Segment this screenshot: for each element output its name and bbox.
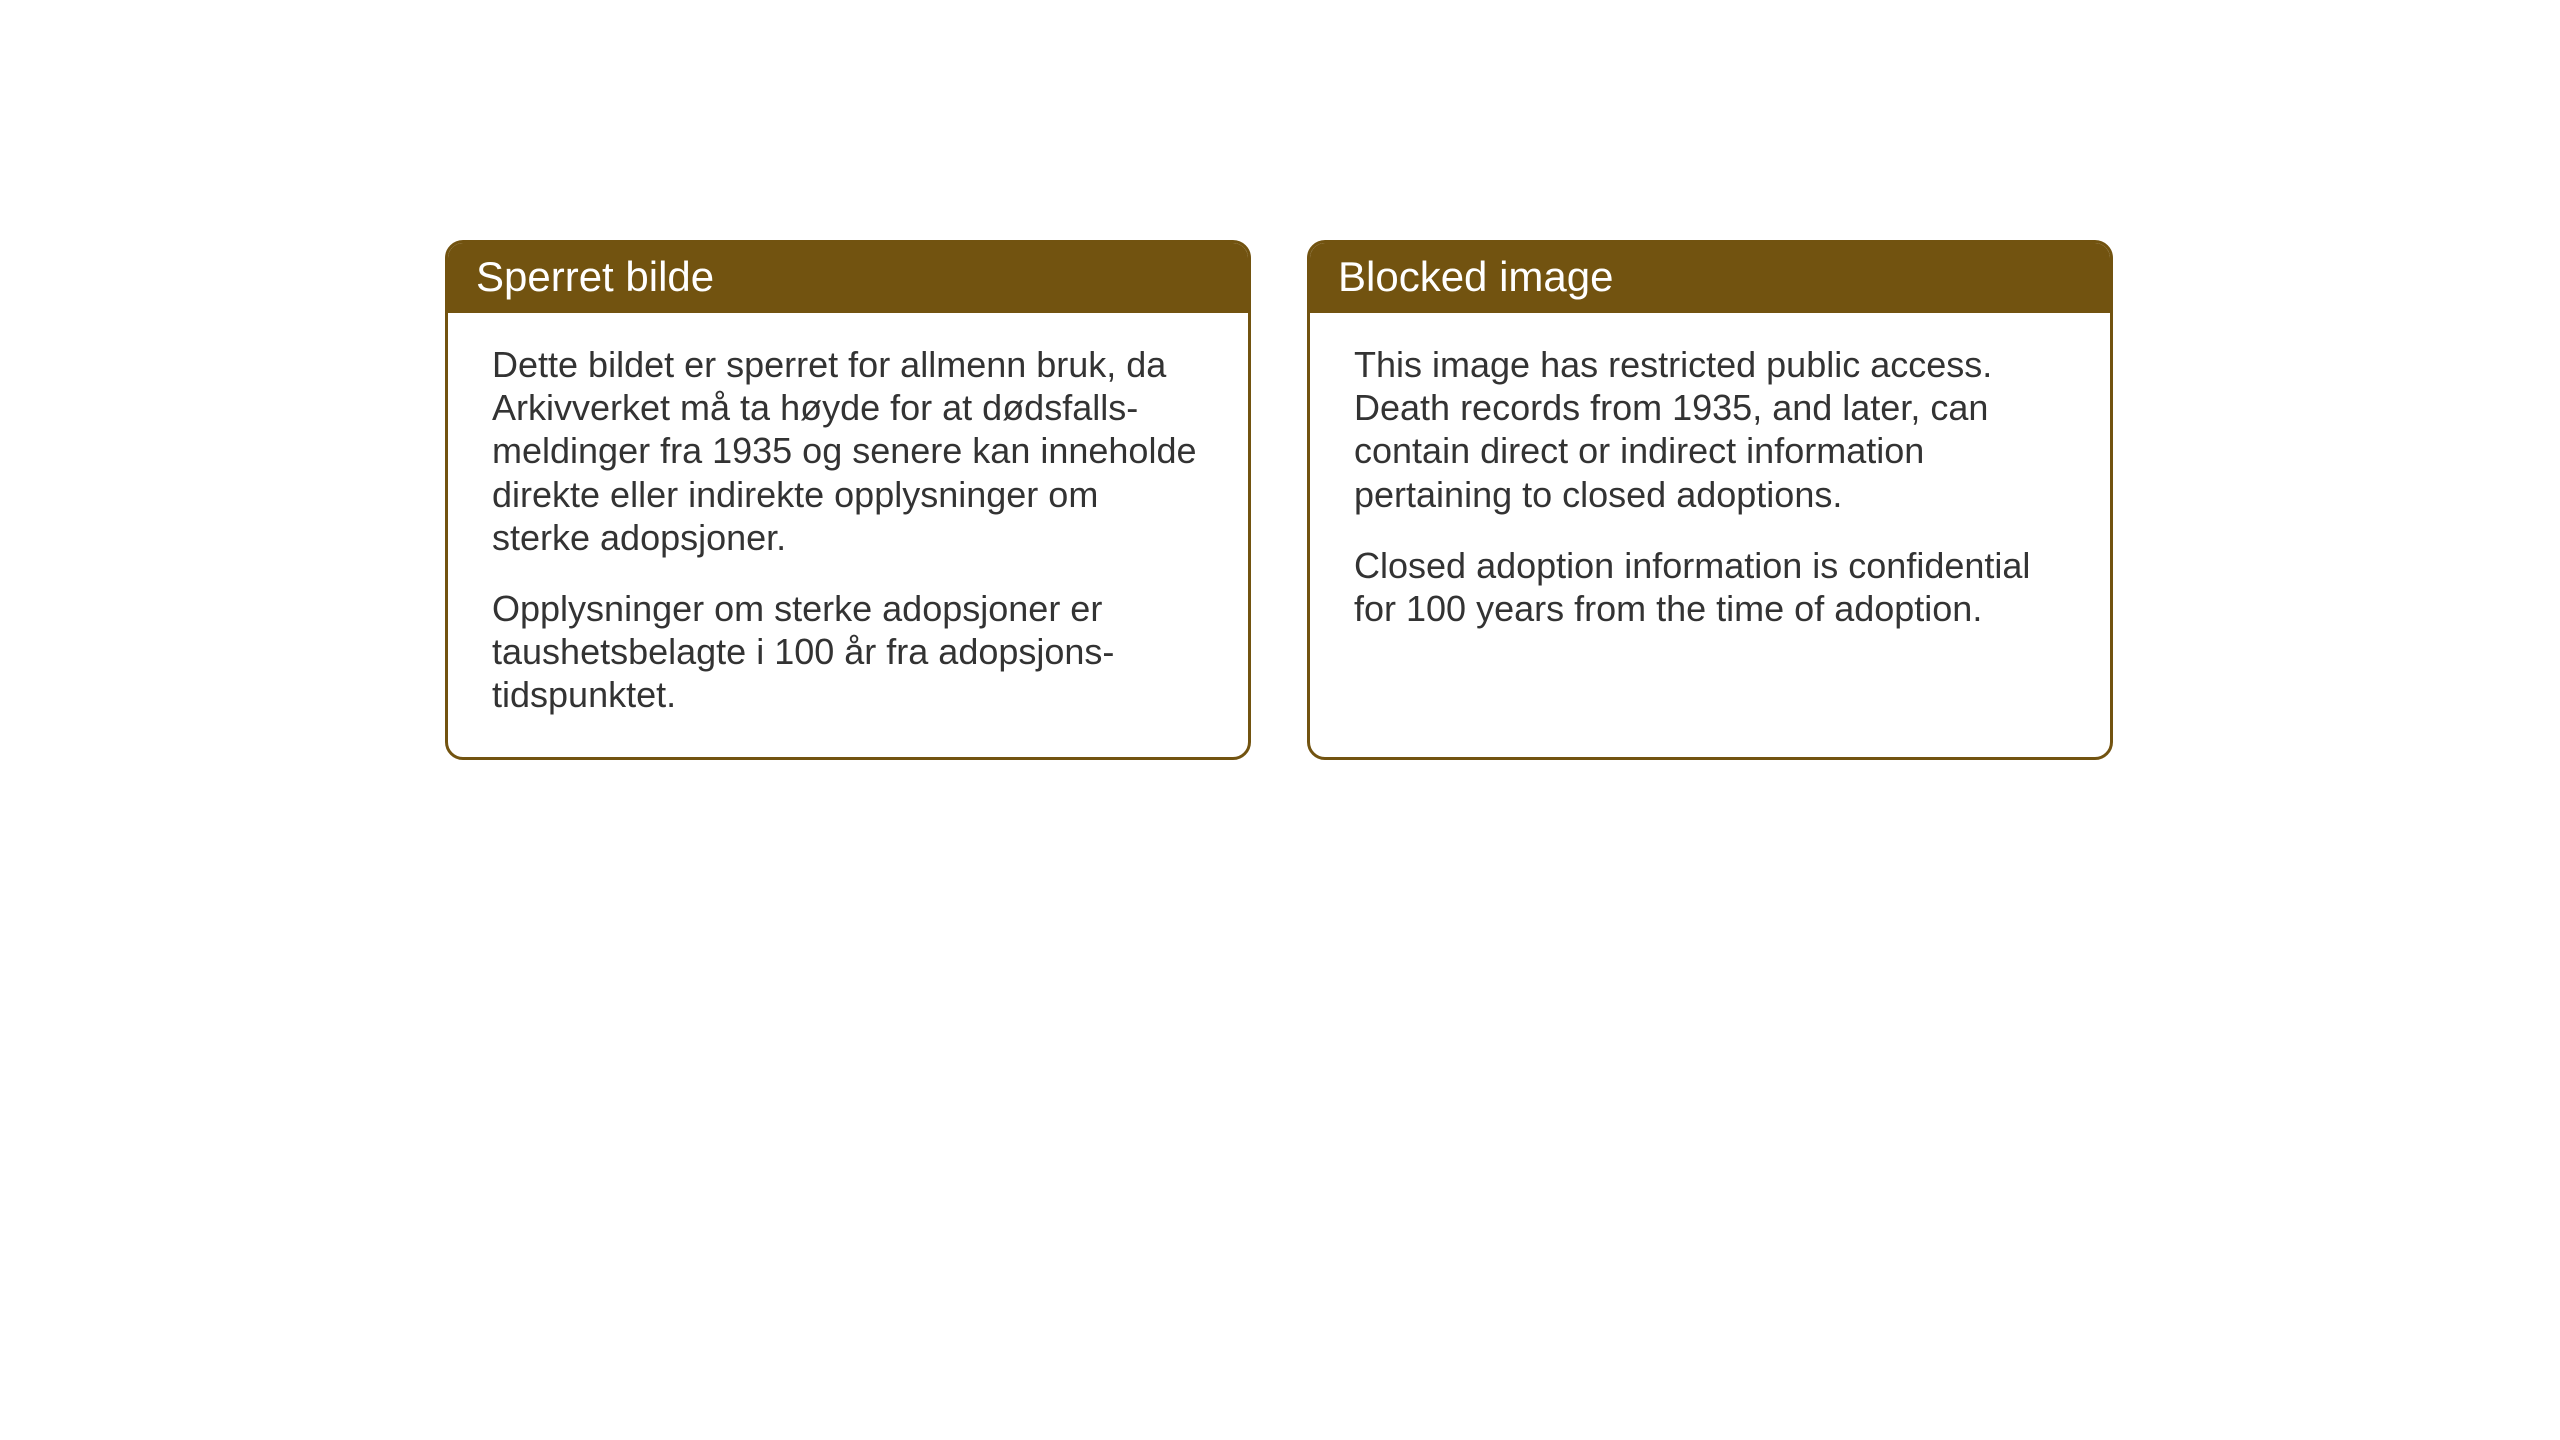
notice-container: Sperret bilde Dette bildet er sperret fo…	[445, 240, 2113, 760]
norwegian-card-body: Dette bildet er sperret for allmenn bruk…	[448, 313, 1248, 757]
norwegian-paragraph-2: Opplysninger om sterke adopsjoner er tau…	[492, 587, 1204, 717]
norwegian-notice-card: Sperret bilde Dette bildet er sperret fo…	[445, 240, 1251, 760]
english-paragraph-1: This image has restricted public access.…	[1354, 343, 2066, 516]
english-paragraph-2: Closed adoption information is confident…	[1354, 544, 2066, 630]
english-notice-card: Blocked image This image has restricted …	[1307, 240, 2113, 760]
english-card-title: Blocked image	[1310, 243, 2110, 313]
norwegian-card-title: Sperret bilde	[448, 243, 1248, 313]
english-card-body: This image has restricted public access.…	[1310, 313, 2110, 670]
norwegian-paragraph-1: Dette bildet er sperret for allmenn bruk…	[492, 343, 1204, 559]
